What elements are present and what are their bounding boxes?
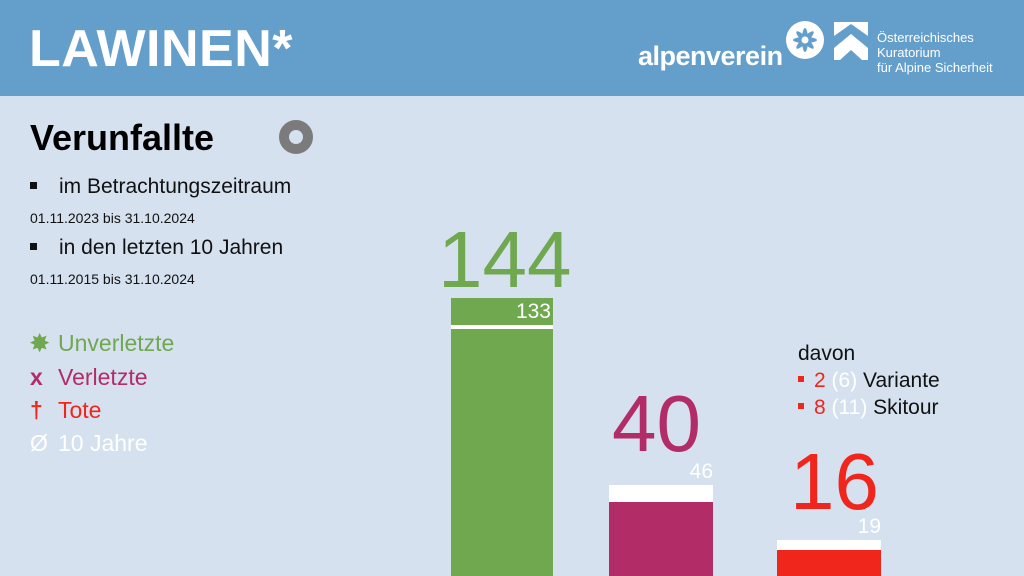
ring-icon (279, 120, 313, 154)
value-tote: 16 (790, 437, 879, 526)
okas-logo-text: Österreichisches Kuratorium für Alpine S… (877, 30, 993, 75)
davon-item-variante: 2 (6) Variante (798, 367, 940, 394)
date-period: 01.11.2023 bis 31.10.2024 (30, 210, 195, 226)
bar-verletzte (609, 502, 713, 576)
davon-item-skitour: 8 (11) Skitour (798, 394, 940, 421)
legend-tote: † Tote (30, 397, 102, 423)
bullet-square-icon (30, 242, 37, 250)
header-bar: LAWINEN* alpenverein Österreichisches Ku… (0, 0, 1024, 96)
avg-value-verletzte: 46 (689, 460, 713, 483)
legend-unverletzte: ✸ Unverletzte (30, 330, 175, 356)
value-unverletzte: 144 (438, 215, 572, 304)
legend-10-jahre: Ø 10 Jahre (30, 430, 148, 456)
okas-logo-icon (834, 22, 868, 60)
avg-value-unverletzte: 133 (515, 300, 551, 323)
date-10-years: 01.11.2015 bis 31.10.2024 (30, 271, 195, 287)
average-icon: Ø (30, 430, 48, 456)
davon-breakdown: davon 2 (6) Variante 8 (11) Skitour (798, 340, 940, 421)
edelweiss-icon (786, 21, 824, 59)
avg-line-unverletzte (451, 325, 553, 329)
alpenverein-logo: alpenverein (638, 41, 783, 71)
avg-box-verletzte (609, 485, 713, 502)
bar-unverletzte (451, 298, 553, 576)
section-title: Verunfallte (30, 117, 215, 158)
dagger-icon: † (30, 397, 43, 423)
avg-value-tote: 19 (857, 515, 881, 538)
avg-box-tote (777, 540, 881, 550)
bullet-square-icon (798, 376, 804, 383)
bullet-square-icon (30, 181, 37, 189)
legend-verletzte: x Verletzte (30, 364, 148, 390)
bullet-square-icon (798, 403, 804, 410)
value-verletzte: 40 (612, 379, 701, 468)
bullet-period: im Betrachtungszeitraum (30, 175, 291, 199)
star-icon: ✸ (30, 330, 50, 356)
bullet-10-years: in den letzten 10 Jahren (30, 236, 283, 260)
bar-tote (777, 550, 881, 576)
page-title: LAWINEN* (29, 20, 293, 78)
x-icon: x (30, 364, 43, 390)
davon-heading: davon (798, 342, 856, 365)
